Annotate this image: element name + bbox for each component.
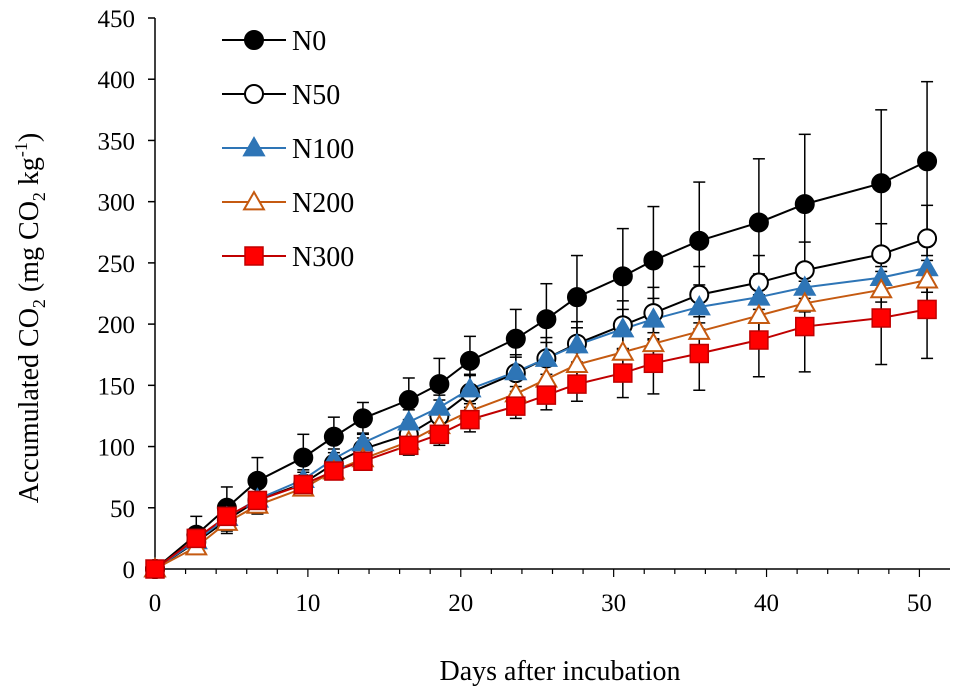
legend: N0 N50 N100 N200 N300 [222,26,354,273]
y-title-part-g: ) [14,133,45,142]
data-point-n100 [687,295,711,316]
data-point-n0 [247,470,268,491]
y-title-part-c: (mg CO [14,201,45,299]
data-point-n0 [293,447,314,468]
data-point-n300 [567,374,587,394]
data-point-n300 [871,308,891,328]
data-point-n0 [748,212,769,233]
data-point-n300 [689,343,710,364]
y-tick-label: 450 [98,6,136,33]
data-point-n0 [917,151,938,172]
data-point-n100 [458,377,482,398]
data-point-n0 [689,230,710,251]
data-point-n300 [917,299,937,320]
data-point-n300 [217,506,237,527]
data-point-n0 [323,426,344,447]
data-point-n0 [536,309,557,330]
legend-marker-n0 [244,30,264,50]
data-point-n300 [749,330,769,350]
data-point-n0 [612,266,633,287]
data-point-n100 [534,346,559,367]
series-markers [143,151,939,579]
legend-marker-n50 [244,84,264,104]
data-point-n200 [793,291,817,312]
legend-label-n50: N50 [292,80,340,111]
data-point-n200 [611,340,635,361]
data-point-n300 [429,424,450,445]
data-point-n300 [536,385,557,405]
x-tick-label: 40 [754,590,779,617]
tick-labels: 0 50 100 150 200 250 300 350 400 450 0 10 20 30 40 50 [98,6,932,617]
y-title-part-a: Accumulated CO [14,308,45,503]
y-tick-label: 350 [98,128,136,155]
data-point-n300 [460,409,480,430]
y-title-sub-1: 2 [29,299,49,308]
data-point-n200 [915,268,939,289]
data-point-n300 [795,316,815,337]
data-point-n200 [641,331,666,353]
data-point-n0 [871,173,892,194]
data-point-n0 [459,350,480,371]
y-tick-label: 300 [98,190,136,217]
y-tick-label: 150 [98,373,136,400]
x-tick-label: 50 [907,590,932,617]
data-point-n100 [641,307,666,328]
data-point-n200 [687,319,711,340]
data-point-n300 [399,435,419,456]
data-point-n300 [643,353,664,374]
y-axis-title: Accumulated CO2 (mg CO2 kg-1) [11,133,49,504]
y-tick-label: 200 [98,312,136,339]
data-point-n100 [397,410,421,431]
data-point-n0 [566,287,587,308]
data-point-n0 [794,194,815,215]
data-point-n300 [353,451,373,471]
data-point-n300 [506,396,526,416]
legend-label-n0: N0 [292,26,326,57]
axes [148,17,950,577]
x-tick-label: 30 [601,590,626,617]
data-point-n300 [247,490,268,511]
y-tick-label: 50 [110,496,135,523]
data-point-n200 [747,303,771,324]
y-title-sub-2: 2 [29,192,49,201]
y-title-part-e: kg [14,157,45,192]
data-point-n0 [505,328,526,349]
y-tick-label: 400 [98,67,136,94]
data-point-n300 [613,363,633,383]
legend-label-n300: N300 [292,242,354,273]
data-point-n200 [869,277,893,299]
legend-label-n100: N100 [292,134,354,165]
data-point-n200 [565,352,589,373]
y-tick-label: 250 [98,251,136,278]
data-point-n300 [293,474,314,495]
y-tick-label: 0 [123,557,136,584]
y-title-sup: -1 [11,142,31,157]
data-point-n100 [565,333,589,354]
legend-marker-n300 [244,246,264,266]
x-tick-label: 10 [295,590,320,617]
series-line-n300 [154,308,928,570]
legend-marker-n100 [242,136,266,157]
data-point-n300 [186,528,207,549]
y-tick-label: 100 [98,435,136,462]
x-axis-title: Days after incubation [439,656,680,687]
data-point-n200 [534,367,559,388]
data-point-n0 [429,374,450,395]
legend-marker-n200 [242,190,266,211]
data-point-n0 [352,408,373,429]
data-point-n50 [917,228,938,249]
data-point-n300 [145,559,165,579]
legend-label-n200: N200 [292,188,354,219]
data-point-n300 [324,461,344,481]
data-point-n0 [643,250,664,271]
data-point-n50 [871,244,892,265]
data-point-n100 [611,317,635,338]
x-tick-label: 20 [448,590,473,617]
data-point-n100 [504,359,528,381]
data-point-n0 [398,390,419,411]
x-tick-label: 0 [149,590,162,617]
data-point-n100 [427,395,451,416]
